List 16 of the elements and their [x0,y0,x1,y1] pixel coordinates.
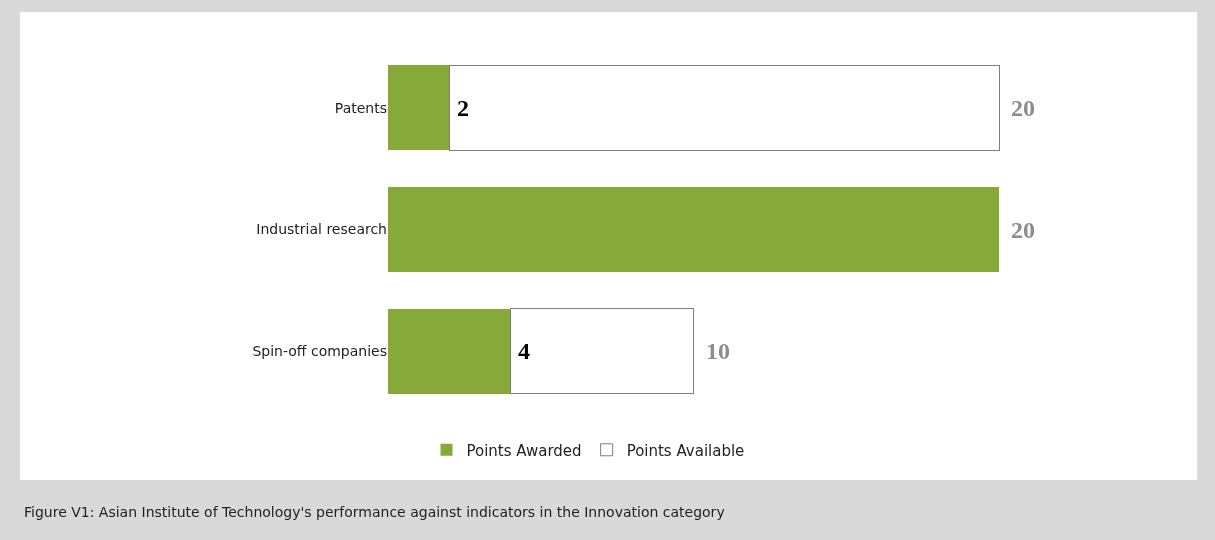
total-label: 20 [1011,95,1035,121]
legend-label: Points Available [626,441,745,460]
data-label: 2 [457,95,469,121]
data-label: 4 [518,338,530,364]
bar [448,64,1000,151]
bar [388,308,511,394]
legend-label: Points Awarded [466,441,582,460]
total-label: 20 [1011,217,1035,243]
bar [509,308,694,395]
y-tick-label: Industrial research [256,221,387,238]
total-label: 10 [706,338,730,364]
y-tick-label: Spin-off companies [252,343,387,360]
bar [388,186,999,273]
caption: Figure V1: Asian Institute of Technology's performance against indicators in the Innovation category [24,504,725,520]
bar [388,65,450,151]
y-tick-label: Patents [334,99,387,116]
